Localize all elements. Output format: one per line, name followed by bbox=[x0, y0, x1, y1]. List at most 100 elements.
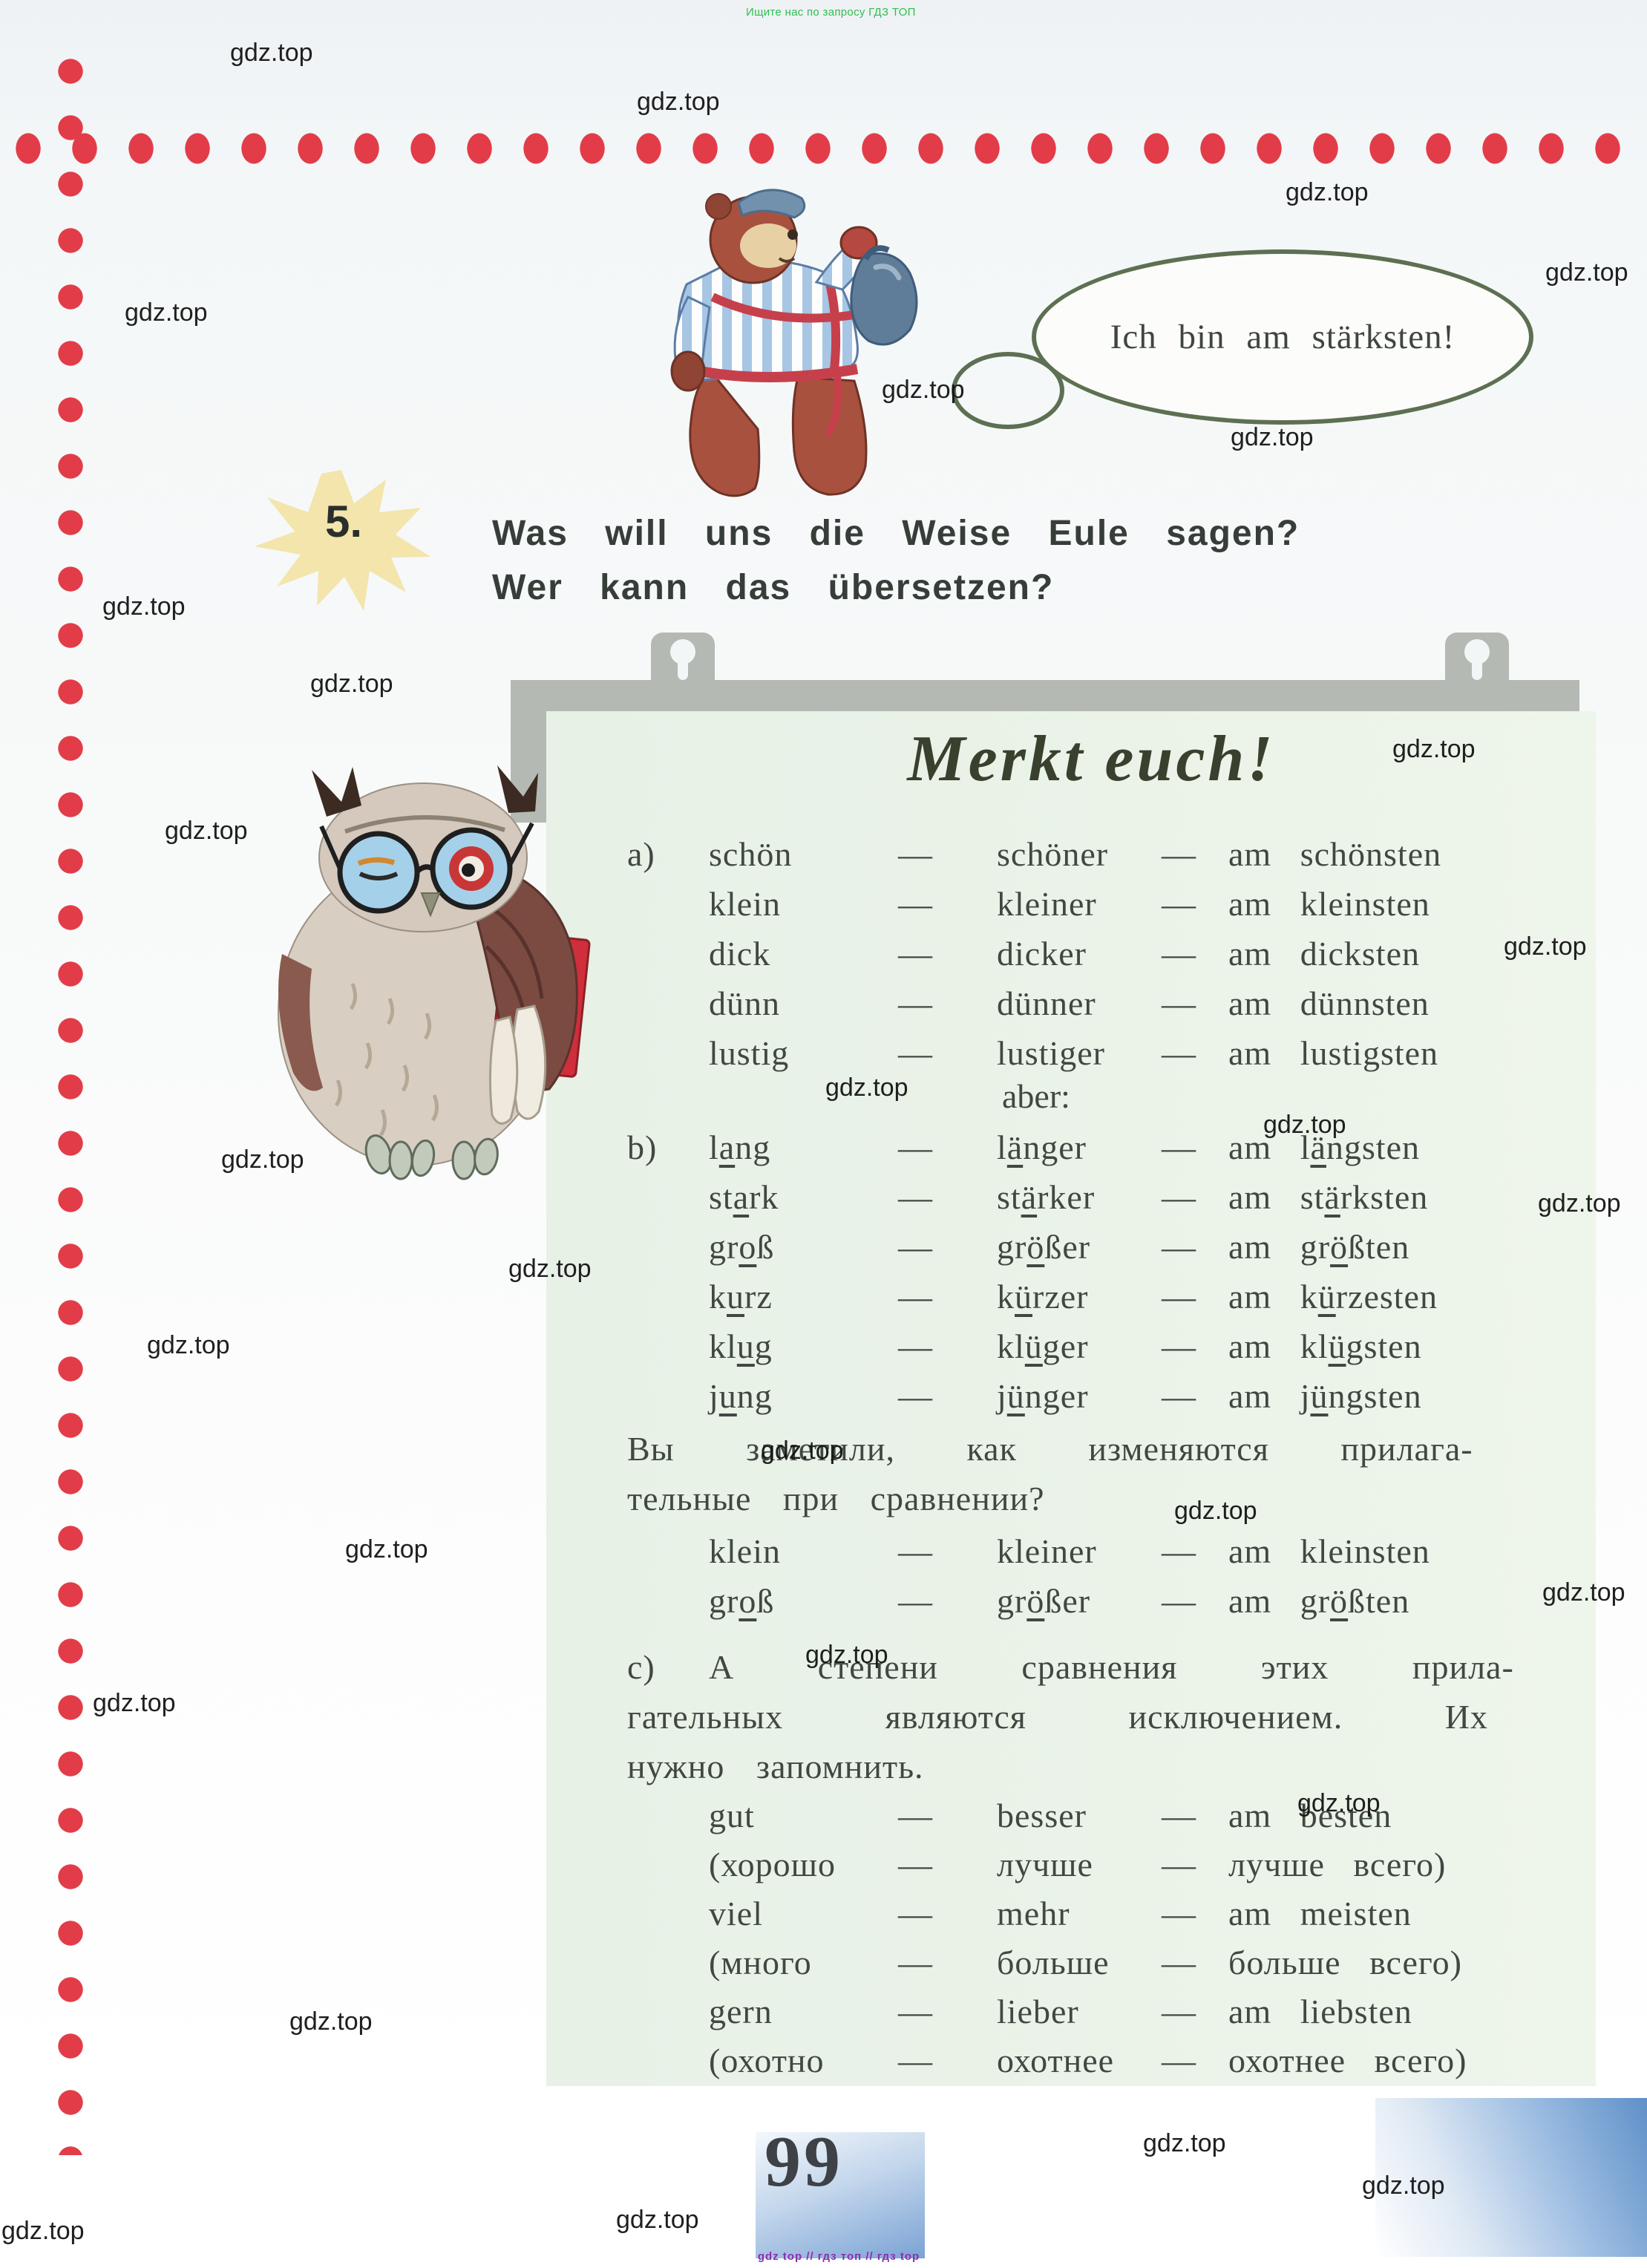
word-comparative: kürzer bbox=[997, 1278, 1089, 1316]
exercise-question-line1: Was will uns die Weise Eule sagen? bbox=[492, 514, 1300, 553]
word-comparative: größer bbox=[997, 1582, 1091, 1620]
word-comparative: dicker bbox=[997, 935, 1087, 973]
word-row: gut — besser — am besten bbox=[627, 1791, 1562, 1840]
splash-icon bbox=[255, 470, 430, 611]
dash: — bbox=[1162, 1532, 1196, 1570]
row-label: b) bbox=[627, 1128, 658, 1166]
word-row: gern — lieber — am liebsten bbox=[627, 1987, 1562, 2036]
watermark: gdz.top bbox=[165, 817, 248, 845]
watermark: gdz.top bbox=[93, 1689, 176, 1717]
dash: — bbox=[898, 1327, 933, 1365]
section-a-rows: a) schön — schöner — am schönsten klein — kleine… bbox=[627, 829, 1562, 1078]
word-superlative: am kleinsten bbox=[1228, 1532, 1430, 1570]
row-label: a) bbox=[627, 835, 655, 873]
word-superlative: am jüngsten bbox=[1228, 1377, 1422, 1415]
watermark: gdz.top bbox=[1143, 2129, 1226, 2157]
dash: — bbox=[1162, 984, 1196, 1022]
dash: — bbox=[1162, 1582, 1196, 1620]
row-label bbox=[627, 1576, 709, 1626]
word-superlative: am dicksten bbox=[1228, 935, 1420, 973]
word-comparative: klüger bbox=[997, 1327, 1089, 1365]
row-label bbox=[627, 2036, 709, 2085]
dash: — bbox=[1162, 1797, 1196, 1834]
word-superlative: am klügsten bbox=[1228, 1327, 1422, 1365]
word-row: lustig — lustiger — am lustigsten bbox=[627, 1028, 1562, 1078]
row-label bbox=[627, 1791, 709, 1840]
section-b-rows: b) lang — länger — am längsten stark — stärker — a… bbox=[627, 1122, 1562, 1421]
row-label bbox=[627, 1889, 709, 1938]
word-row: b) lang — länger — am längsten bbox=[627, 1122, 1562, 1172]
dash: — bbox=[898, 1797, 933, 1834]
board-hanger-right bbox=[1445, 633, 1509, 689]
corner-gradient bbox=[1375, 2098, 1647, 2257]
row-label bbox=[627, 1321, 709, 1371]
word-superlative: am stärksten bbox=[1228, 1178, 1429, 1216]
watermark: gdz.top bbox=[1174, 1497, 1257, 1525]
dash: — bbox=[898, 1846, 933, 1883]
section-c-rows: gut — besser — am besten (хорошо — лучше — лучше … bbox=[627, 1791, 1562, 2085]
dash: — bbox=[1162, 1846, 1196, 1883]
word-comparative: mehr bbox=[997, 1895, 1070, 1932]
word-row: (охотно — охотнее — охотнее всего) bbox=[627, 2036, 1562, 2085]
word-superlative: am schönsten bbox=[1228, 835, 1442, 873]
word-comparative: lieber bbox=[997, 1993, 1079, 2030]
word-positive: klein bbox=[709, 885, 781, 923]
watermark: gdz.top bbox=[761, 1437, 844, 1465]
owl-illustration bbox=[278, 765, 591, 1180]
word-superlative: am besten bbox=[1228, 1797, 1392, 1834]
watermark: gdz.top bbox=[221, 1146, 304, 1174]
watermark: gdz.top bbox=[1263, 1111, 1346, 1139]
memo-board bbox=[546, 711, 1596, 2086]
exercise-question-line2: Wer kann das übersetzen? bbox=[492, 568, 1055, 607]
watermark: gdz.top bbox=[102, 592, 186, 621]
word-row: (много — больше — больше всего) bbox=[627, 1938, 1562, 1987]
watermark: gdz.top bbox=[1231, 423, 1314, 451]
dash: — bbox=[1162, 1278, 1196, 1316]
dash: — bbox=[1162, 935, 1196, 973]
watermark: gdz.top bbox=[230, 39, 313, 67]
dash: — bbox=[1162, 1327, 1196, 1365]
dash: — bbox=[1162, 1895, 1196, 1932]
dash: — bbox=[898, 1582, 933, 1620]
word-positive: groß bbox=[709, 1582, 775, 1620]
word-superlative: больше всего) bbox=[1228, 1944, 1462, 1981]
watermark: gdz.top bbox=[1538, 1189, 1621, 1218]
word-row: (хорошо — лучше — лучше всего) bbox=[627, 1840, 1562, 1889]
page-number: 99 bbox=[764, 2122, 843, 2202]
word-row: jung — jünger — am jüngsten bbox=[627, 1371, 1562, 1421]
dash: — bbox=[1162, 1993, 1196, 2030]
dash: — bbox=[898, 2042, 933, 2079]
board-backing-bar bbox=[511, 680, 1579, 711]
word-positive: viel bbox=[709, 1895, 763, 1932]
word-row: groß — größer — am größten bbox=[627, 1576, 1562, 1626]
word-row: stark — stärker — am stärksten bbox=[627, 1172, 1562, 1222]
watermark: gdz.top bbox=[508, 1255, 592, 1283]
speech-bubble-text: Ich bin am stärksten! bbox=[1110, 318, 1456, 356]
word-superlative: am dünnsten bbox=[1228, 984, 1430, 1022]
word-positive: dick bbox=[709, 935, 771, 973]
word-row: klein — kleiner — am kleinsten bbox=[627, 879, 1562, 929]
dash: — bbox=[898, 1034, 933, 1072]
recap-rows: klein — kleiner — am kleinsten groß — größer — am… bbox=[627, 1526, 1562, 1626]
dash: — bbox=[1162, 1228, 1196, 1266]
word-superlative: лучше всего) bbox=[1228, 1846, 1447, 1883]
row-label bbox=[627, 1987, 709, 2036]
word-superlative: am größten bbox=[1228, 1582, 1410, 1620]
board-hanger-left bbox=[651, 633, 715, 689]
word-comparative: jünger bbox=[997, 1377, 1089, 1415]
watermark: gdz.top bbox=[310, 670, 393, 698]
speech-bubble-tail-ellipse bbox=[952, 352, 1064, 429]
question-ru-line2: тельные при сравнении? bbox=[627, 1480, 1045, 1517]
word-comparative: больше bbox=[997, 1944, 1110, 1981]
dash: — bbox=[1162, 1944, 1196, 1981]
word-row: dick — dicker — am dicksten bbox=[627, 929, 1562, 978]
watermark: gdz.top bbox=[805, 1641, 888, 1669]
dash: — bbox=[898, 1377, 933, 1415]
row-label bbox=[627, 1526, 709, 1576]
board-title: Merkt euch! bbox=[907, 723, 1276, 795]
word-positive: klein bbox=[709, 1532, 781, 1570]
dash: — bbox=[1162, 1377, 1196, 1415]
dash: — bbox=[898, 1128, 933, 1166]
aber-label: aber: bbox=[1002, 1077, 1070, 1115]
